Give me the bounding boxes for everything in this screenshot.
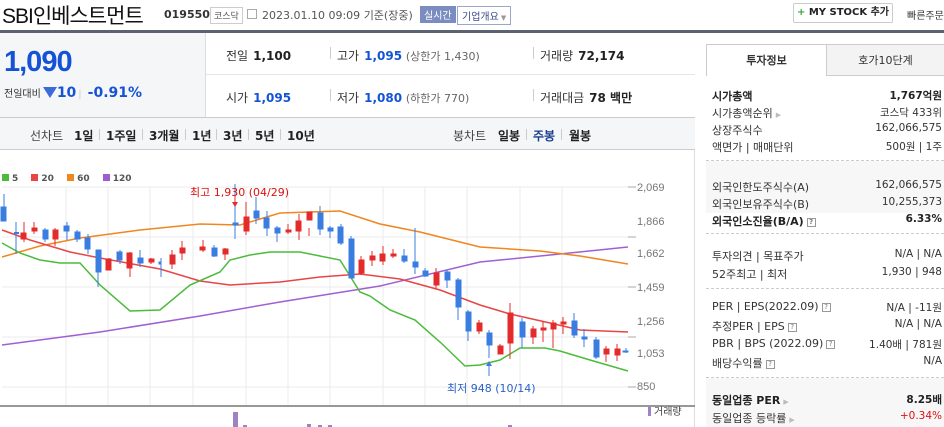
help-icon[interactable]: ? xyxy=(787,323,797,332)
period-3m[interactable]: 3개월 xyxy=(149,129,180,143)
quick-order-link[interactable]: 빠른주문 xyxy=(907,11,944,22)
foreign-holding-row: 외국인보유주식수(B) 10,255,373 xyxy=(712,196,942,211)
ma20-swatch xyxy=(31,174,39,181)
period-5y[interactable]: 5년 xyxy=(255,129,275,143)
industry-change-row[interactable]: 동일업종 등락률 ▶ +0.34% xyxy=(712,410,942,425)
period-3y[interactable]: 3년 xyxy=(223,129,243,143)
change-percent: -0.91% xyxy=(87,85,143,101)
company-name: SBI인베스트먼트 xyxy=(2,5,144,28)
52week-row: 52주최고 | 최저 1,930 | 948 xyxy=(712,266,942,281)
market-badge: 코스닥 xyxy=(210,7,243,24)
volume: 거래량 72,174 xyxy=(540,49,625,63)
stock-code: 019550 xyxy=(164,8,210,21)
volume-swatch xyxy=(648,407,651,416)
company-overview-dropdown[interactable]: 기업개요 ▼ xyxy=(457,6,512,25)
period-1d[interactable]: 1일 xyxy=(74,129,94,143)
invest-info-panel: 투자정보 호가10단계 시가총액 1,767억원 시가총액순위 ▶ 코스닥 433위 … xyxy=(706,44,944,427)
help-icon[interactable]: ? xyxy=(826,340,836,349)
stats-row-1: 전일 1,100 고가 1,095 (상한가 1,430) 거래량 72,174 xyxy=(206,33,695,75)
svg-text:1,459: 1,459 xyxy=(637,282,665,294)
realtime-button[interactable]: 실시간 xyxy=(420,6,456,23)
ma60-swatch xyxy=(67,174,75,181)
change-value: 10 xyxy=(56,85,77,101)
market-cap-row: 시가총액 1,767억원 xyxy=(712,90,942,103)
est-per-eps-row: 추정PER | EPS? N/A | N/A xyxy=(712,318,942,333)
period-10y[interactable]: 10년 xyxy=(287,129,315,143)
volume-legend: 거래량 xyxy=(648,403,682,418)
foreign-ownership-group xyxy=(706,161,944,213)
caret-down-icon: ▼ xyxy=(500,14,507,22)
svg-text:1,256: 1,256 xyxy=(637,316,665,328)
low-annotation: 최저 948 (10/14) xyxy=(447,382,536,395)
arrow-right-icon: ▶ xyxy=(789,416,795,424)
price-change: 전일대비 10 | -0.91% xyxy=(4,85,143,101)
industry-per-row[interactable]: 동일업종 PER ▶ 8.25배 xyxy=(712,394,942,407)
prev-close: 전일 1,100 xyxy=(226,49,292,63)
line-chart-label: 선차트 xyxy=(30,129,64,143)
down-triangle-icon xyxy=(42,87,57,98)
company-overview-label: 기업개요 xyxy=(462,12,499,23)
svg-text:1,053: 1,053 xyxy=(637,348,665,360)
add-my-stock-button[interactable]: + MY STOCK 추가 xyxy=(793,3,893,23)
add-my-stock-label: MY STOCK 추가 xyxy=(808,7,890,18)
help-icon[interactable]: ? xyxy=(765,360,775,369)
change-label: 전일대비 xyxy=(4,89,41,100)
candlestick-chart[interactable]: 5 20 60 120 2,069 1,866 1,662 1,459 1,256 1,… xyxy=(0,150,695,427)
open-price: 시가 1,095 xyxy=(226,91,292,105)
timestamp: 2023.01.10 09:09 기준(장중) xyxy=(262,7,413,23)
help-icon[interactable]: ? xyxy=(821,303,831,312)
basis-label: 기준(장중) xyxy=(363,9,413,22)
dividend-yield-row: 배당수익률? N/A xyxy=(712,355,942,370)
candle-weekly[interactable]: 주봉 xyxy=(533,129,556,143)
market-cap-rank-row[interactable]: 시가총액순위 ▶ 코스닥 433위 xyxy=(712,107,942,120)
ma-legend: 5 20 60 120 xyxy=(2,174,142,184)
high-price: 고가 1,095 (상한가 1,430) xyxy=(337,49,480,63)
current-price: 1,090 xyxy=(4,46,73,78)
help-icon[interactable]: ? xyxy=(806,218,816,227)
calendar-icon xyxy=(247,9,257,19)
period-1w[interactable]: 1주일 xyxy=(106,129,137,143)
datetime: 2023.01.10 09:09 xyxy=(262,9,361,22)
arrow-right-icon: ▶ xyxy=(775,111,782,119)
foreign-limit-row: 외국인한도주식수(A) 162,066,575 xyxy=(712,179,942,194)
svg-text:1,662: 1,662 xyxy=(637,248,665,260)
trade-amount: 거래대금 78 백만 xyxy=(540,91,633,105)
high-annotation: 최고 1,930 (04/29) xyxy=(190,186,290,199)
price-stats: 전일 1,100 고가 1,095 (상한가 1,430) 거래량 72,174 시가… xyxy=(206,33,695,117)
ma120-swatch xyxy=(102,174,110,181)
low-price: 저가 1,080 (하한가 770) xyxy=(337,91,470,105)
plus-icon: + xyxy=(796,7,806,18)
opinion-target-row: 투자의견 | 목표주가 N/A | N/A xyxy=(712,248,942,263)
pbr-bps-row: PBR | BPS (2022.09)? 1.40배 | 781원 xyxy=(712,337,942,351)
par-value-row: 액면가 | 매매단위 500원 | 1주 xyxy=(712,141,942,154)
tab-order-book[interactable]: 호가10단계 xyxy=(827,44,944,76)
candle-daily[interactable]: 일봉 xyxy=(498,129,521,143)
svg-text:1,866: 1,866 xyxy=(637,216,665,228)
current-price-panel: 1,090 전일대비 10 | -0.91% xyxy=(0,33,206,117)
arrow-right-icon: ▶ xyxy=(783,398,789,406)
chart-canvas: 2,069 1,866 1,662 1,459 1,256 1,053 850 xyxy=(0,182,695,427)
listed-shares-row: 상장주식수 162,066,575 xyxy=(712,122,942,137)
info-tabs: 투자정보 호가10단계 xyxy=(706,44,944,76)
stats-row-2: 시가 1,095 저가 1,080 (하한가 770) 거래대금 78 백만 xyxy=(206,75,695,117)
chart-period-bar: 선차트 1일 1주일 3개월 1년 3년 5년 10년 봉차트 일봉 주봉 월봉 xyxy=(0,117,695,150)
ma5-swatch xyxy=(2,174,9,181)
industry-group xyxy=(706,378,944,427)
stock-header: SBI인베스트먼트 019550 코스닥 2023.01.10 09:09 기준… xyxy=(0,0,944,28)
period-1y[interactable]: 1년 xyxy=(192,129,212,143)
header-divider xyxy=(0,30,944,33)
per-eps-row: PER | EPS(2022.09)? N/A | -11원 xyxy=(712,300,942,314)
svg-text:2,069: 2,069 xyxy=(637,182,665,194)
candle-monthly[interactable]: 월봉 xyxy=(569,129,592,143)
tab-invest-info[interactable]: 투자정보 xyxy=(706,44,827,76)
foreign-exhaustion-row: 외국인소진율(B/A)? 6.33% xyxy=(712,213,942,228)
candle-chart-label: 봉차트 xyxy=(453,129,487,143)
svg-text:850: 850 xyxy=(637,381,655,393)
